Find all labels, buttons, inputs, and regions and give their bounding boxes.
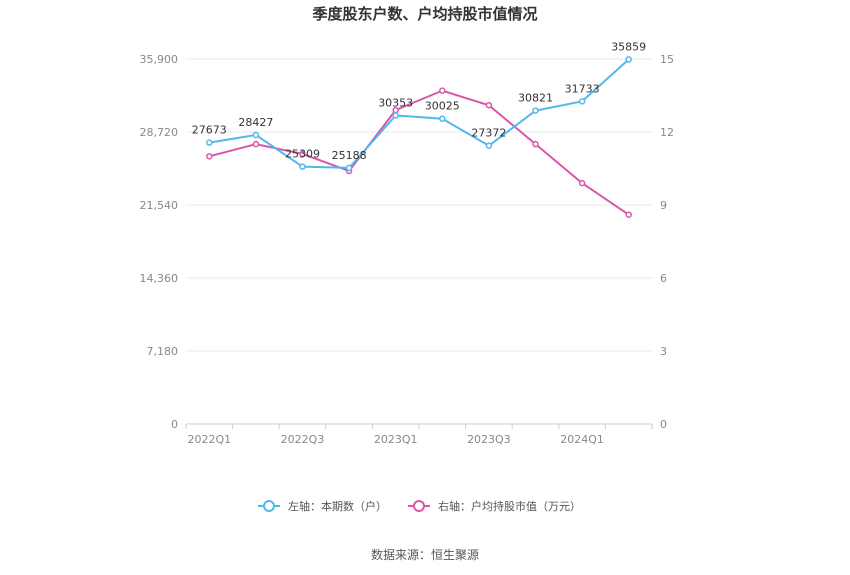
avg-holding-value-point — [485, 101, 493, 109]
y-right-tick-label: 12 — [660, 126, 674, 139]
x-tick-label: 2023Q3 — [467, 433, 511, 446]
y-left-tick-label: 14,360 — [140, 272, 179, 285]
holders-count-point — [252, 131, 260, 139]
data-label: 28427 — [238, 116, 273, 129]
data-label: 30353 — [378, 96, 413, 109]
x-tick-label: 2024Q1 — [560, 433, 604, 446]
avg-holding-value-point — [532, 140, 539, 148]
axes: 0 0 7,180 3 14,360 6 21,540 9 28,720 12 35,900 15 20… — [140, 53, 675, 446]
data-label: 25309 — [285, 148, 320, 161]
y-left-tick-label: 0 — [171, 418, 178, 431]
data-label: 30821 — [518, 92, 553, 105]
legend[interactable]: 左轴：本期数（户） 右轴：户均持股市值（万元） — [258, 499, 581, 513]
data-label: 27673 — [192, 124, 227, 137]
avg-holding-value-point — [252, 140, 260, 148]
y-left-tick-label: 21,540 — [140, 199, 179, 212]
data-labels: 27673 28427 25309 25188 30353 30025 27372 30821… — [192, 40, 646, 161]
legend-label: 左轴：本期数（户） — [288, 499, 387, 513]
grid — [186, 58, 652, 352]
source-note: 数据来源：恒生聚源 — [371, 547, 479, 562]
y-left-tick-label: 28,720 — [140, 126, 179, 139]
y-left-tick-label: 35,900 — [140, 53, 179, 66]
holders-count-point — [345, 164, 353, 172]
holders-count-point — [532, 107, 539, 114]
y-right-tick-label: 0 — [660, 418, 667, 431]
y-right-tick-label: 3 — [660, 345, 667, 358]
legend-label: 右轴：户均持股市值（万元） — [438, 499, 581, 513]
x-tick-label: 2022Q3 — [281, 433, 325, 446]
avg-holding-value-point — [578, 179, 586, 187]
holders-count-point — [485, 142, 493, 149]
x-tick-label: 2022Q1 — [187, 433, 231, 446]
data-label: 27372 — [471, 127, 506, 140]
avg-holding-value-point — [625, 211, 632, 218]
avg-holding-value-point — [206, 153, 213, 160]
avg-holding-value-line — [209, 89, 630, 216]
holders-count-point — [439, 115, 446, 122]
avg-holding-value-point — [299, 150, 306, 158]
data-label: 30025 — [425, 100, 460, 113]
holders-count-point — [578, 98, 586, 105]
holders-count-point — [392, 112, 399, 119]
y-right-tick-label: 9 — [660, 199, 667, 212]
holders-count-line — [209, 58, 630, 169]
y-left-tick-label: 7,180 — [147, 345, 179, 358]
legend-marker-icon — [413, 500, 425, 512]
avg-holding-value-point — [439, 87, 446, 94]
holders-count-point — [625, 56, 632, 63]
data-label: 31733 — [565, 82, 600, 95]
holders-count-point — [299, 163, 306, 170]
data-label: 35859 — [611, 40, 646, 53]
data-label: 25188 — [332, 149, 367, 162]
x-tick-label: 2023Q1 — [374, 433, 418, 446]
y-right-tick-label: 15 — [660, 53, 674, 66]
y-right-tick-label: 6 — [660, 272, 667, 285]
chart-title: 季度股东户数、户均持股市值情况 — [312, 5, 537, 23]
legend-item-holders-count[interactable]: 左轴：本期数（户） — [258, 499, 387, 513]
series — [206, 56, 632, 218]
legend-marker-icon — [263, 500, 275, 512]
legend-item-avg-holding-value[interactable]: 右轴：户均持股市值（万元） — [408, 499, 581, 513]
holders-count-point — [206, 139, 213, 146]
